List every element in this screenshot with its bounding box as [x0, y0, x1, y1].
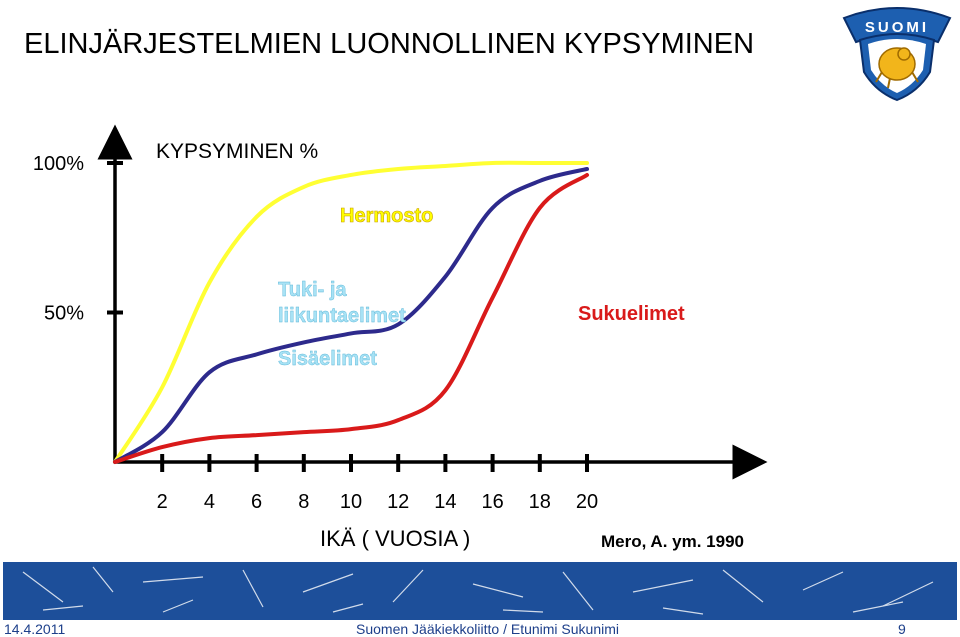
- footer: 14.4.2011 Suomen Jääkiekkoliitto / Etuni…: [0, 620, 960, 637]
- x-tick-label: 10: [340, 491, 362, 513]
- page-title: ELINJÄRJESTELMIEN LUONNOLLINEN KYPSYMINE…: [24, 28, 755, 60]
- series-label-sukuelimet: Sukuelimet: [578, 303, 685, 325]
- x-tick-label: 20: [576, 491, 598, 513]
- series-line-hermosto: [113, 160, 589, 464]
- x-tick-label: 16: [481, 491, 503, 513]
- y-axis-label: KYPSYMINEN %: [156, 140, 318, 163]
- x-tick-label: 12: [387, 491, 409, 513]
- series-label-tuki-line2: liikuntaelimet: [278, 305, 406, 327]
- footer-page-number: 9: [898, 621, 906, 637]
- x-tick-label: 18: [529, 491, 551, 513]
- series-label-hermosto: Hermosto: [340, 205, 433, 227]
- source-note: Mero, A. ym. 1990: [601, 532, 744, 551]
- logo-text: SUOMI: [865, 19, 929, 36]
- x-tick-label: 2: [157, 491, 168, 513]
- footer-org: Suomen Jääkiekkoliitto / Etunimi Sukunim…: [356, 621, 620, 637]
- x-tick-label: 14: [434, 491, 456, 513]
- series-line-tuki-ja-liikuntaelimet: [113, 166, 589, 464]
- suomi-lion-logo: SUOMI: [842, 7, 952, 102]
- y-tick-label: 50%: [44, 303, 84, 325]
- x-tick-label: 6: [251, 491, 262, 513]
- x-axis-label: IKÄ ( VUOSIA ): [320, 526, 470, 551]
- series-label-sisaelimet: Sisäelimet: [278, 348, 377, 370]
- x-tick-label: 4: [204, 491, 215, 513]
- footer-date: 14.4.2011: [4, 621, 66, 637]
- footer-decor-band: [3, 562, 957, 620]
- y-tick-label: 100%: [33, 153, 84, 175]
- series-line-sukuelimet: [113, 172, 589, 464]
- x-tick-label: 8: [298, 491, 309, 513]
- series-label-tuki-line1: Tuki- ja: [278, 279, 347, 301]
